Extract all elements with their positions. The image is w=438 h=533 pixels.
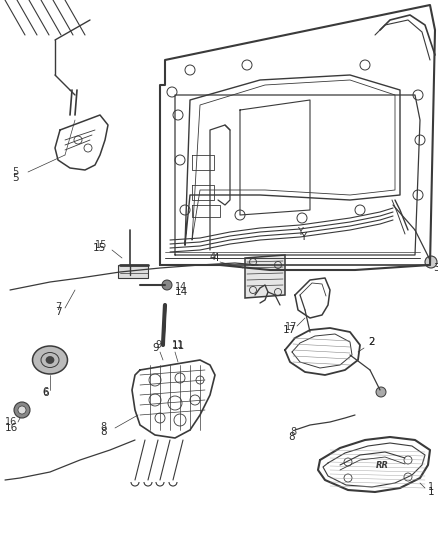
Text: 14: 14 — [175, 287, 188, 297]
Circle shape — [162, 280, 172, 290]
Text: RR: RR — [375, 461, 389, 470]
Polygon shape — [118, 265, 148, 278]
Circle shape — [14, 402, 30, 418]
Text: 1: 1 — [428, 482, 434, 492]
Text: 5: 5 — [12, 173, 19, 183]
Text: 1: 1 — [428, 487, 434, 497]
Text: 8: 8 — [290, 427, 296, 437]
Text: 17: 17 — [285, 322, 297, 332]
Text: 5: 5 — [12, 167, 18, 177]
Text: 6: 6 — [42, 388, 49, 398]
Text: 7: 7 — [55, 302, 61, 312]
Circle shape — [18, 406, 26, 414]
Text: Y: Y — [297, 227, 303, 237]
Polygon shape — [245, 255, 285, 298]
Text: 14: 14 — [175, 282, 187, 292]
Text: 8: 8 — [288, 432, 295, 442]
Text: 2: 2 — [368, 337, 374, 347]
Circle shape — [376, 387, 386, 397]
Text: 15: 15 — [93, 243, 106, 253]
Text: 17: 17 — [283, 325, 296, 335]
Text: 8: 8 — [100, 427, 106, 437]
Text: 15: 15 — [95, 240, 107, 250]
Text: 16: 16 — [5, 417, 17, 427]
Text: 9: 9 — [155, 340, 161, 350]
Circle shape — [425, 256, 437, 268]
Text: 2: 2 — [368, 337, 374, 347]
Ellipse shape — [46, 357, 54, 364]
Text: 8: 8 — [100, 422, 106, 432]
Text: 11: 11 — [172, 341, 185, 351]
Ellipse shape — [32, 346, 67, 374]
Text: 4: 4 — [210, 252, 216, 262]
Text: Y: Y — [300, 232, 306, 242]
Text: 4: 4 — [212, 253, 219, 263]
Text: 11: 11 — [172, 340, 184, 350]
Text: 6: 6 — [42, 387, 48, 397]
Text: 16: 16 — [5, 423, 18, 433]
Text: 9: 9 — [152, 343, 159, 353]
Text: 7: 7 — [55, 307, 62, 317]
Text: 3: 3 — [433, 263, 438, 273]
